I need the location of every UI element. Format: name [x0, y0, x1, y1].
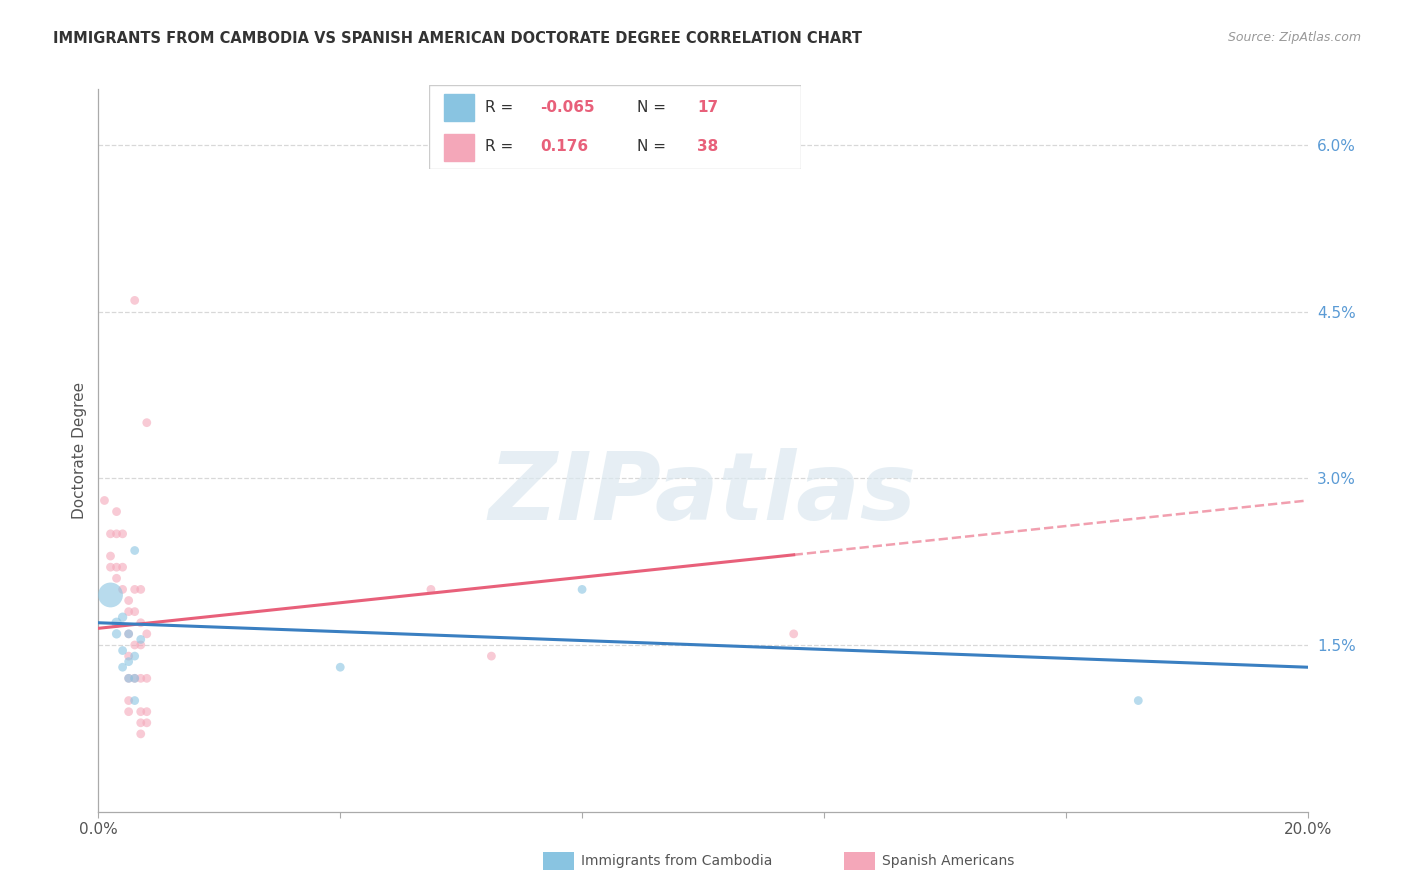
Text: 0.176: 0.176: [540, 139, 589, 154]
Text: 17: 17: [697, 100, 718, 115]
Text: Source: ZipAtlas.com: Source: ZipAtlas.com: [1227, 31, 1361, 45]
Point: [118, 649, 141, 664]
Text: -0.065: -0.065: [540, 100, 595, 115]
Point: [111, 610, 134, 624]
Point: [118, 693, 141, 707]
Point: [105, 571, 128, 585]
Point: [329, 660, 352, 674]
Point: [118, 671, 141, 685]
Point: [129, 715, 152, 730]
Point: [129, 615, 152, 630]
Point: [129, 727, 152, 741]
FancyBboxPatch shape: [444, 134, 474, 161]
Text: ZIPatlas: ZIPatlas: [489, 448, 917, 540]
Text: N =: N =: [637, 100, 671, 115]
Point: [111, 526, 134, 541]
Y-axis label: Doctorate Degree: Doctorate Degree: [72, 382, 87, 519]
Point: [571, 582, 593, 597]
Point: [105, 505, 128, 519]
Point: [124, 582, 146, 597]
Point: [111, 660, 134, 674]
Point: [129, 705, 152, 719]
Text: R =: R =: [485, 139, 517, 154]
Point: [135, 627, 157, 641]
Point: [105, 526, 128, 541]
Point: [124, 693, 146, 707]
Point: [118, 627, 141, 641]
Point: [100, 526, 122, 541]
FancyBboxPatch shape: [444, 94, 474, 121]
Point: [93, 493, 115, 508]
Point: [783, 627, 806, 641]
Point: [129, 582, 152, 597]
Point: [100, 560, 122, 574]
Point: [420, 582, 443, 597]
Point: [135, 705, 157, 719]
Point: [118, 671, 141, 685]
FancyBboxPatch shape: [429, 85, 801, 169]
Point: [124, 671, 146, 685]
Text: IMMIGRANTS FROM CAMBODIA VS SPANISH AMERICAN DOCTORATE DEGREE CORRELATION CHART: IMMIGRANTS FROM CAMBODIA VS SPANISH AMER…: [53, 31, 862, 46]
Point: [1128, 693, 1150, 707]
Point: [118, 593, 141, 607]
Point: [481, 649, 503, 664]
Point: [105, 560, 128, 574]
Point: [118, 627, 141, 641]
Point: [135, 416, 157, 430]
Text: Immigrants from Cambodia: Immigrants from Cambodia: [581, 854, 772, 868]
Point: [129, 671, 152, 685]
Point: [118, 605, 141, 619]
Point: [105, 627, 128, 641]
Point: [124, 649, 146, 664]
Point: [100, 588, 122, 602]
Point: [129, 632, 152, 647]
Text: Spanish Americans: Spanish Americans: [882, 854, 1014, 868]
Point: [118, 705, 141, 719]
Text: N =: N =: [637, 139, 671, 154]
Point: [100, 549, 122, 563]
Point: [111, 643, 134, 657]
Point: [129, 638, 152, 652]
Point: [111, 582, 134, 597]
Point: [124, 293, 146, 308]
Text: 38: 38: [697, 139, 718, 154]
Point: [124, 671, 146, 685]
Point: [111, 560, 134, 574]
Point: [124, 638, 146, 652]
Text: R =: R =: [485, 100, 517, 115]
Point: [124, 543, 146, 558]
Point: [135, 715, 157, 730]
Point: [118, 655, 141, 669]
Point: [135, 671, 157, 685]
Point: [105, 615, 128, 630]
Point: [124, 605, 146, 619]
